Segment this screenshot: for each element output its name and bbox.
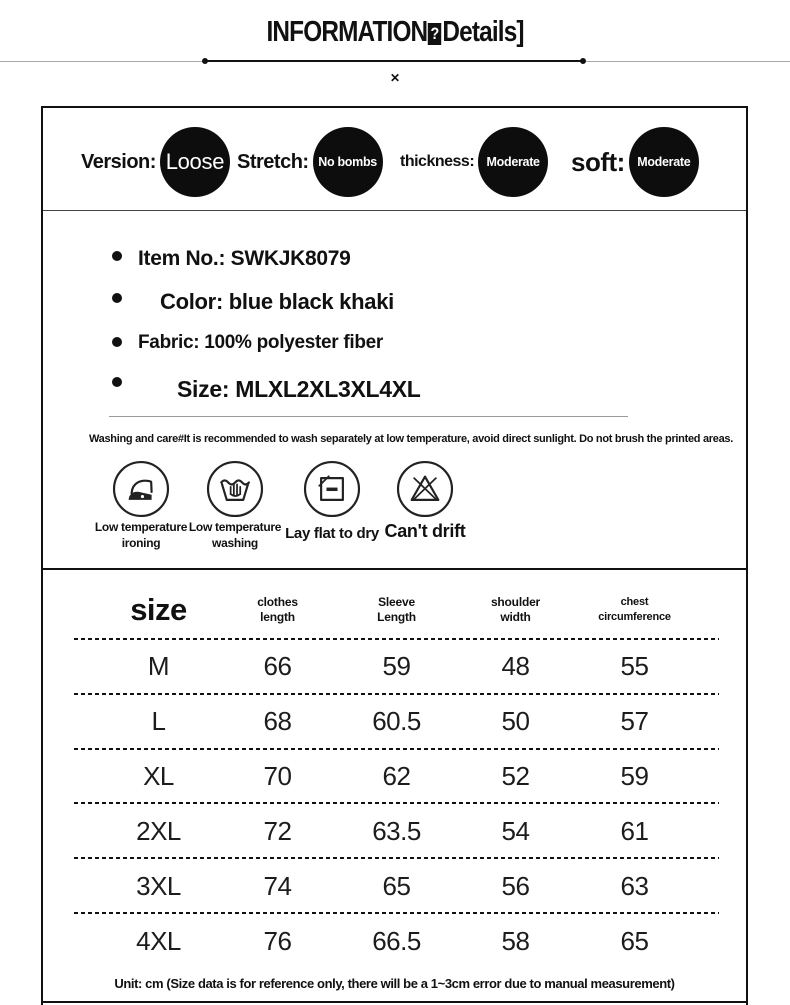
row-size-label: 3XL [136, 871, 181, 901]
table-row: 3XL 74 65 56 63 [43, 868, 746, 904]
care-item-dry-flat: Lay flat to dry [284, 460, 380, 542]
cell-value: 62 [382, 761, 411, 791]
unit-footnote: Unit: cm (Size data is for reference onl… [114, 976, 675, 991]
info-panel: Version: Loose Stretch: No bombs thickne… [41, 106, 748, 1005]
row-size-label: XL [143, 761, 174, 791]
attribute-stretch: Stretch: No bombs [237, 127, 383, 197]
dashed-divider [74, 693, 719, 695]
dashed-divider [74, 638, 719, 640]
color-text: Color: blue black khaki [160, 289, 394, 314]
divider-dot-left [202, 58, 208, 64]
divider-dot-right [580, 58, 586, 64]
fabric-text: Fabric: 100% polyester fiber [138, 332, 384, 353]
header-divider-black [205, 60, 584, 62]
cell-value: 52 [501, 761, 530, 791]
size-column-title: size [130, 592, 187, 627]
cell-value: 74 [263, 871, 292, 901]
cell-value: 59 [620, 761, 649, 791]
care-item-ironing: Low temperature ironing [93, 460, 189, 551]
care-label: Lay flat to dry [285, 525, 379, 542]
table-row: 4XL 76 66.5 58 65 [43, 923, 746, 959]
bullet-icon [112, 293, 122, 303]
care-label: Low temperature washing [188, 520, 282, 550]
version-label: Version: [81, 150, 156, 173]
low-temperature-washing-icon [206, 460, 264, 518]
row-size-label: 2XL [136, 816, 181, 846]
low-temperature-ironing-icon [112, 460, 170, 518]
dashed-divider [74, 857, 719, 859]
cell-value: 76 [263, 926, 292, 956]
column-chest-circumference: chest circumference [598, 595, 671, 624]
close-icon[interactable]: ✕ [389, 71, 401, 85]
cell-value: 61 [620, 816, 649, 846]
table-row: 2XL 72 63.5 54 61 [43, 813, 746, 849]
page-title: INFORMATION? Details] [0, 16, 790, 49]
lay-flat-to-dry-icon [303, 460, 361, 518]
attribute-version: Version: Loose [81, 127, 230, 197]
cell-value: 54 [501, 816, 530, 846]
bullet-icon [112, 337, 122, 347]
table-row: L 68 60.5 50 57 [43, 703, 746, 739]
cell-value: 57 [620, 706, 649, 736]
cell-value: 65 [620, 926, 649, 956]
version-badge: Loose [159, 127, 230, 197]
attribute-soft: soft: Moderate [571, 127, 699, 197]
soft-label: soft: [571, 146, 625, 177]
care-item-washing: Low temperature washing [187, 460, 283, 551]
washing-care-note: Washing and care#It is recommended to wa… [89, 433, 733, 445]
row-size-label: M [147, 651, 170, 681]
column-shoulder-width: shoulder width [490, 594, 541, 625]
title-suffix: Details] [442, 16, 524, 48]
cell-value: 56 [501, 871, 530, 901]
title-prefix: INFORMATION [266, 16, 428, 48]
thickness-label: thickness: [400, 153, 475, 170]
cell-value: 48 [501, 651, 530, 681]
cell-value: 59 [382, 651, 411, 681]
cell-value: 72 [263, 816, 292, 846]
size-text: Size: MLXL2XL3XL4XL [177, 376, 421, 402]
stretch-badge: No bombs [312, 127, 383, 197]
stretch-label: Stretch: [237, 150, 309, 173]
attribute-thickness: thickness: Moderate [400, 127, 549, 197]
cell-value: 68 [263, 706, 292, 736]
missing-glyph-box: ? [428, 23, 442, 45]
column-clothes-length: clothes length [257, 594, 298, 625]
cell-value: 50 [501, 706, 530, 736]
soft-badge: Moderate [628, 127, 699, 197]
thickness-badge: Moderate [478, 127, 549, 197]
table-row: XL 70 62 52 59 [43, 758, 746, 794]
attributes-divider [43, 210, 746, 211]
cell-value: 60.5 [372, 706, 421, 736]
cant-drift-icon [396, 460, 454, 518]
care-label: Low temperature ironing [94, 520, 188, 550]
bottom-divider [43, 1001, 746, 1003]
size-table-header: size clothes length Sleeve Length shoulder… [43, 584, 746, 636]
bullet-icon [112, 377, 122, 387]
item-no-text: Item No.: SWKJK8079 [138, 247, 351, 270]
cell-value: 70 [263, 761, 292, 791]
dashed-divider [74, 802, 719, 804]
cell-value: 58 [501, 926, 530, 956]
care-item-no-bleach: Can't drift [377, 460, 473, 540]
dashed-divider [74, 912, 719, 914]
dashed-divider [74, 748, 719, 750]
table-row: M 66 59 48 55 [43, 648, 746, 684]
cell-value: 66 [263, 651, 292, 681]
cell-value: 65 [382, 871, 411, 901]
table-section-divider [43, 568, 746, 570]
column-sleeve-length: Sleeve Length [377, 594, 416, 625]
care-label: Can't drift [384, 521, 466, 541]
cell-value: 63.5 [372, 816, 421, 846]
details-divider [109, 416, 628, 417]
cell-value: 66.5 [372, 926, 421, 956]
bullet-icon [112, 251, 122, 261]
cell-value: 55 [620, 651, 649, 681]
row-size-label: 4XL [136, 926, 181, 956]
row-size-label: L [151, 706, 166, 736]
cell-value: 63 [620, 871, 649, 901]
